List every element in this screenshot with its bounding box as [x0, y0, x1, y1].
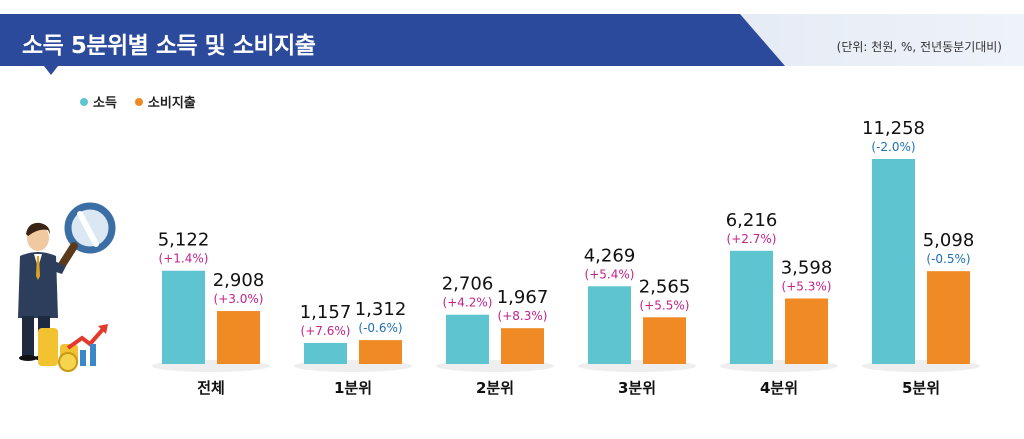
legend-swatch-spending	[134, 97, 143, 106]
legend-item-spending: 소비지출	[134, 92, 196, 111]
bar-spending	[359, 340, 402, 364]
legend: 소득 소비지출	[80, 92, 196, 111]
value-label-spending: 1,312	[355, 299, 407, 320]
chart-title: 소득 5분위별 소득 및 소비지출	[22, 33, 316, 59]
bar-income	[588, 286, 631, 364]
value-label-spending: 3,598	[781, 257, 833, 278]
value-label-spending: 2,565	[639, 276, 691, 297]
change-label-spending: (+3.0%)	[214, 292, 264, 306]
change-label-income: (-2.0%)	[871, 140, 915, 154]
bar-income	[446, 314, 489, 364]
bar-spending	[643, 317, 686, 364]
value-label-income: 11,258	[862, 118, 925, 139]
value-label-income: 4,269	[584, 245, 636, 266]
unit-note: (단위: 천원, %, 전년동분기대비)	[836, 40, 1002, 54]
category-label: 전체	[197, 379, 225, 397]
bar-income	[162, 270, 205, 364]
legend-item-income: 소득	[80, 92, 117, 111]
change-label-income: (+1.4%)	[159, 252, 209, 266]
title-banner	[0, 14, 1024, 75]
businessman-illustration	[18, 202, 116, 372]
value-label-spending: 2,908	[213, 270, 265, 291]
change-label-income: (+2.7%)	[727, 232, 777, 246]
change-label-spending: (-0.6%)	[358, 321, 402, 335]
change-label-income: (+7.6%)	[301, 324, 351, 338]
legend-swatch-income	[80, 97, 88, 106]
value-label-income: 1,157	[300, 302, 352, 323]
category-label: 2분위	[476, 379, 514, 397]
bar-income	[872, 159, 915, 364]
value-label-spending: 5,098	[923, 230, 975, 251]
bar-income	[730, 250, 773, 364]
change-label-income: (+4.2%)	[443, 296, 493, 310]
value-label-income: 2,706	[442, 274, 494, 295]
category-label: 5분위	[902, 379, 940, 397]
bar-spending	[785, 298, 828, 364]
legend-label-income: 소득	[93, 96, 117, 111]
bar-spending	[501, 328, 544, 364]
coins-icon	[38, 328, 78, 372]
bar-spending	[217, 311, 260, 364]
legend-label-spending: 소비지출	[147, 96, 196, 111]
bar-income	[304, 342, 347, 364]
bar-spending	[927, 271, 970, 364]
change-label-spending: (+5.5%)	[640, 298, 690, 312]
change-label-spending: (+8.3%)	[498, 309, 548, 323]
value-label-income: 5,122	[158, 230, 210, 251]
magnifier-icon	[56, 202, 116, 272]
change-label-spending: (-0.5%)	[926, 252, 970, 266]
category-label: 4분위	[760, 379, 798, 397]
change-label-income: (+5.4%)	[585, 267, 635, 281]
growth-arrow-icon	[66, 324, 108, 366]
change-label-spending: (+5.3%)	[782, 279, 832, 293]
category-label: 1분위	[334, 379, 372, 397]
person-figure	[18, 222, 66, 361]
category-label: 3분위	[618, 379, 656, 397]
value-label-income: 6,216	[726, 210, 778, 231]
value-label-spending: 1,967	[497, 287, 549, 308]
